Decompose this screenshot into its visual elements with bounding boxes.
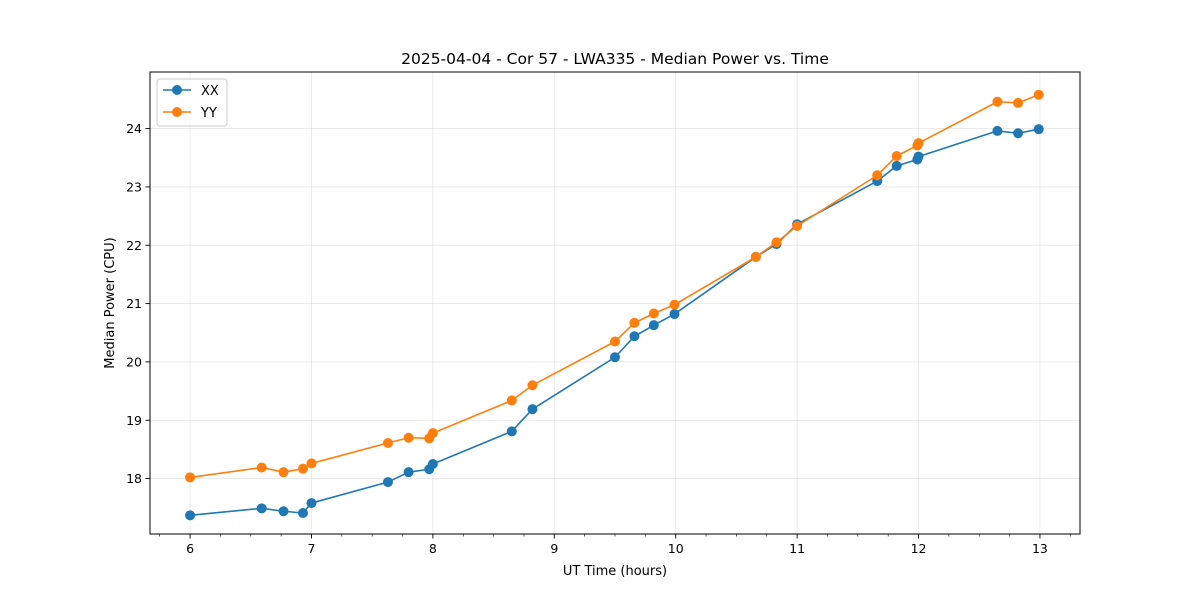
legend-marker-xx (172, 85, 182, 95)
data-point-xx (185, 510, 196, 521)
x-tick-label: 8 (429, 541, 437, 556)
data-point-yy (792, 221, 803, 231)
y-tick-label: 22 (126, 238, 142, 253)
data-point-xx (382, 477, 393, 488)
x-tick-label: 12 (911, 541, 927, 556)
data-point-xx (278, 506, 289, 517)
data-point-yy (1013, 97, 1024, 108)
data-point-yy (992, 96, 1003, 107)
data-point-yy (382, 438, 393, 448)
data-point-yy (185, 472, 196, 483)
y-tick-label: 20 (126, 354, 142, 369)
data-point-yy (256, 462, 267, 473)
y-tick-label: 19 (126, 413, 142, 428)
legend-label-xx: XX (201, 84, 219, 99)
data-point-xx (1033, 124, 1044, 135)
data-point-yy (771, 237, 782, 248)
y-tick-label: 21 (126, 296, 142, 311)
data-point-xx (610, 352, 620, 363)
data-point-xx (891, 160, 902, 171)
data-point-xx (256, 503, 267, 514)
data-point-xx (427, 459, 438, 469)
data-point-yy (648, 308, 659, 319)
data-point-yy (306, 458, 317, 469)
y-axis-label: Median Power (CPU) (103, 237, 118, 368)
data-point-yy (278, 467, 289, 478)
legend-marker-yy (172, 107, 182, 117)
data-point-yy (1033, 89, 1044, 100)
legend: XX YY (156, 78, 228, 127)
series-layer (185, 89, 1044, 521)
legend-label-yy: YY (200, 106, 217, 121)
x-tick-label: 11 (789, 541, 805, 556)
data-point-xx (913, 151, 924, 162)
data-point-yy (629, 317, 640, 328)
x-tick-label: 6 (186, 541, 194, 556)
data-point-xx (297, 508, 308, 518)
data-point-xx (648, 320, 659, 331)
data-point-yy (913, 138, 924, 149)
data-point-xx (506, 426, 517, 437)
data-point-yy (610, 336, 620, 347)
data-point-yy (506, 395, 517, 406)
data-point-yy (891, 151, 902, 161)
data-point-yy (427, 428, 438, 439)
x-axis-label: UT Time (hours) (563, 564, 667, 579)
x-tick-label: 7 (307, 541, 315, 556)
data-point-xx (306, 498, 317, 509)
data-point-yy (750, 251, 761, 262)
y-tick-label: 24 (126, 121, 142, 136)
data-point-xx (669, 309, 680, 320)
data-point-xx (992, 125, 1003, 136)
x-tick-label: 10 (668, 541, 684, 556)
y-tick-label: 23 (126, 179, 142, 194)
data-point-yy (872, 170, 883, 181)
axes: 6 7 8 9 10 11 12 13 18 19 20 21 22 23 24 (126, 121, 1071, 556)
data-point-yy (527, 380, 538, 391)
data-point-yy (669, 299, 680, 310)
data-point-xx (403, 467, 414, 478)
data-point-xx (629, 331, 640, 342)
chart-title: 2025-04-04 - Cor 57 - LWA335 - Median Po… (401, 50, 829, 68)
x-tick-label: 13 (1032, 541, 1048, 556)
data-point-yy (297, 463, 308, 474)
y-tick-label: 18 (126, 471, 142, 486)
data-point-xx (527, 404, 538, 415)
data-point-yy (403, 432, 414, 443)
data-point-xx (1013, 128, 1024, 139)
x-tick-label: 9 (550, 541, 558, 556)
